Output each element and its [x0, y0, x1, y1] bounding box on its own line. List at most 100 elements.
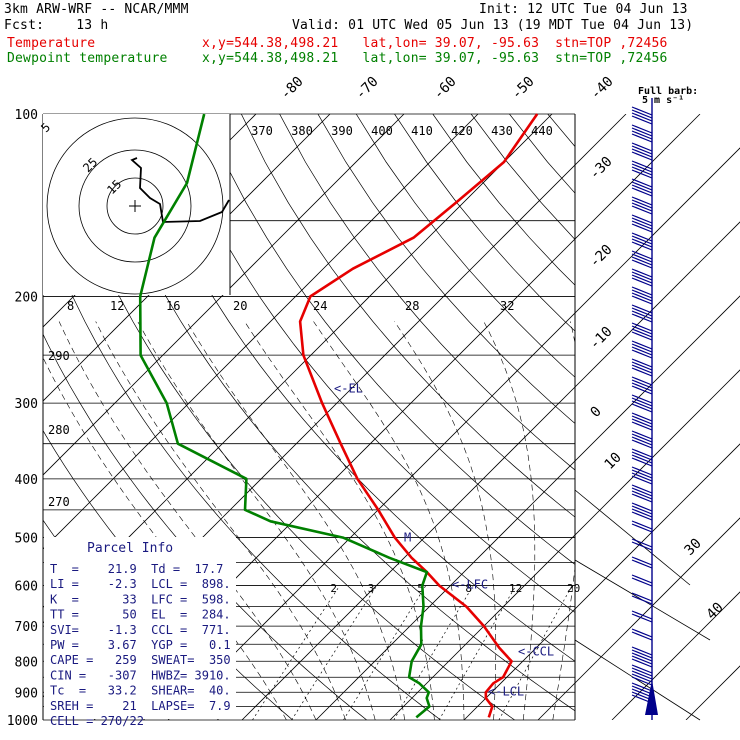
barb-flag — [631, 220, 653, 230]
barb-flag — [631, 436, 653, 446]
theta-label: 430 — [491, 124, 513, 138]
barb-flag — [631, 325, 653, 335]
barb-flag — [631, 466, 653, 476]
isotherm-label: -40 — [588, 74, 617, 103]
wind-barb — [631, 250, 653, 269]
barb-flag — [631, 418, 653, 428]
dry-adiabat — [663, 114, 740, 720]
barb-flag — [631, 469, 653, 479]
barb-flag — [631, 652, 653, 662]
barb-flag — [631, 166, 653, 176]
theta-label: 420 — [451, 124, 473, 138]
mixing-ratio-line — [438, 585, 517, 720]
wind-barb — [631, 538, 653, 551]
barb-flag — [631, 433, 653, 443]
wind-barb — [631, 358, 653, 377]
wind-barb — [631, 664, 653, 686]
barb-flag — [631, 454, 653, 464]
hodograph-ring — [46, 117, 224, 295]
barb-flag — [631, 664, 653, 674]
isotherm-line — [685, 665, 740, 720]
barb-flag — [631, 289, 653, 299]
theta-label: 390 — [331, 124, 353, 138]
barb-flag — [631, 595, 653, 605]
parcel-box-bg — [44, 537, 236, 719]
barb-flag — [631, 688, 653, 698]
barb-flag — [631, 310, 653, 320]
theta-label: 440 — [531, 124, 553, 138]
dewpoint-legend-label: Dewpoint temperature — [7, 51, 168, 66]
barb-flag — [631, 196, 653, 206]
isotherm-extension — [574, 489, 691, 586]
barb-flag — [631, 559, 653, 569]
model-title: 3km ARW-WRF -- NCAR/MMM — [4, 2, 189, 17]
isotherm-label: 30 — [682, 536, 705, 559]
barb-flag — [631, 307, 653, 317]
barb-flag — [631, 631, 653, 641]
level-markers: <-EL <-LFC <-CCL <-LCL M — [334, 382, 554, 699]
barb-flag — [631, 268, 653, 278]
isotherm-extension — [574, 639, 701, 721]
theta-label: 410 — [411, 124, 433, 138]
mixing-ratio-label: 3 — [368, 582, 375, 595]
dry-adiabat — [317, 114, 575, 424]
wind-ring-label: 32 — [500, 299, 514, 313]
wind-ring-label: 8 — [67, 299, 74, 313]
barb-flag — [631, 523, 653, 533]
wind-barb — [631, 448, 653, 467]
isotherm-line — [43, 114, 479, 550]
temperature-legend-info: x,y=544.38,498.21 lat,lon= 39.07, -95.63… — [202, 36, 668, 51]
barb-flag — [631, 214, 653, 224]
barb-flag — [631, 331, 653, 341]
mixing-ratio-label: 5 — [417, 582, 424, 595]
barb-flag — [631, 328, 653, 338]
dry-adiabat — [432, 114, 575, 286]
theta-label: 370 — [251, 124, 273, 138]
barb-flag — [631, 130, 653, 140]
barb-flag — [631, 397, 653, 407]
barb-flag — [631, 574, 653, 584]
barb-flag — [631, 556, 653, 566]
theta-label: 400 — [371, 124, 393, 138]
barb-flag — [631, 145, 653, 155]
barb-flag — [631, 148, 653, 158]
pressure-label: 300 — [15, 397, 38, 412]
isotherm-line — [389, 369, 740, 720]
wind-barb — [631, 268, 653, 287]
moist-adiabat — [43, 356, 287, 720]
wind-barb — [631, 232, 653, 251]
moist-adiabat — [313, 321, 465, 720]
barb-flag — [631, 592, 653, 602]
parcel-row: SVI= -1.3 CCL = 771. — [50, 623, 231, 637]
dewpoint-line — [138, 113, 431, 719]
mixing-ratio-line — [393, 585, 474, 720]
temperature-legend-label: Temperature — [7, 36, 96, 51]
isotherm-label: -60 — [431, 74, 460, 103]
barb-flag — [631, 187, 653, 197]
barb-flag — [631, 439, 653, 449]
barb-flag — [631, 400, 653, 410]
barb-flag — [631, 502, 653, 512]
barb-flag — [631, 106, 653, 116]
barb-flag — [631, 490, 653, 500]
pressure-label: 200 — [15, 290, 38, 305]
dry-adiabat — [701, 114, 740, 720]
hodograph-ring — [78, 149, 192, 263]
wind-barb — [631, 106, 653, 125]
barb-flag — [631, 313, 653, 323]
mixing-ratio-label: 12 — [509, 582, 522, 595]
barb-flag — [631, 160, 653, 170]
barb-pennant — [645, 680, 658, 715]
theta-label: 270 — [48, 495, 70, 509]
wind-barb — [631, 394, 653, 413]
parcel-row: K = 33 LFC = 598. — [50, 592, 231, 606]
barb-flag — [631, 379, 653, 389]
wind-barb — [631, 646, 653, 668]
moist-adiabat — [612, 322, 706, 721]
barb-flag — [631, 658, 653, 668]
valid-time: Valid: 01 UTC Wed 05 Jun 13 (19 MDT Tue … — [292, 18, 694, 33]
wind-barb — [631, 484, 653, 503]
wind-barb — [631, 214, 653, 233]
wind-barb — [631, 142, 653, 161]
